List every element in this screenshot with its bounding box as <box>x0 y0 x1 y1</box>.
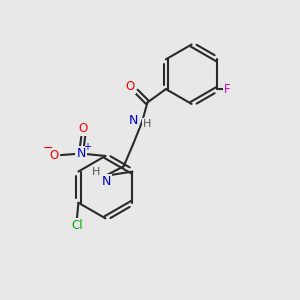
Text: N: N <box>102 175 111 188</box>
Text: F: F <box>224 82 230 96</box>
Text: O: O <box>79 122 88 135</box>
Text: O: O <box>126 80 135 93</box>
Text: −: − <box>43 142 54 155</box>
Text: N: N <box>76 147 86 160</box>
Text: +: + <box>83 142 91 152</box>
Text: O: O <box>50 148 59 162</box>
Text: H: H <box>92 167 100 177</box>
Text: Cl: Cl <box>71 219 83 232</box>
Text: N: N <box>129 114 139 127</box>
Text: H: H <box>143 119 152 129</box>
